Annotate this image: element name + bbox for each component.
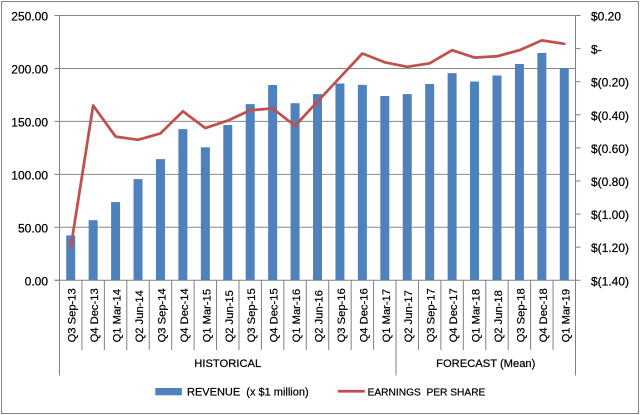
svg-text:Q2 Jun-15: Q2 Jun-15 (224, 290, 236, 342)
svg-text:Q2 Jun-18: Q2 Jun-18 (493, 290, 505, 342)
svg-text:Q4 Dec-13: Q4 Dec-13 (89, 288, 101, 342)
svg-text:100.00: 100.00 (11, 168, 48, 182)
svg-text:50.00: 50.00 (18, 221, 48, 235)
svg-text:$(0.80): $(0.80) (591, 175, 629, 189)
svg-text:$(0.20): $(0.20) (591, 76, 629, 90)
svg-text:Q4 Dec-18: Q4 Dec-18 (538, 288, 550, 342)
svg-text:$-: $- (591, 43, 602, 57)
svg-text:200.00: 200.00 (11, 62, 48, 76)
svg-text:Q3 Sep-16: Q3 Sep-16 (336, 288, 348, 342)
svg-text:Q3 Sep-14: Q3 Sep-14 (156, 288, 168, 342)
svg-text:Q4 Dec-14: Q4 Dec-14 (179, 288, 191, 342)
svg-text:$(1.40): $(1.40) (591, 274, 629, 288)
svg-text:250.00: 250.00 (11, 10, 48, 24)
svg-text:0.00: 0.00 (25, 274, 49, 288)
svg-text:150.00: 150.00 (11, 115, 48, 129)
svg-text:REVENUE (x $1 million): REVENUE (x $1 million) (187, 386, 309, 398)
svg-text:FORECAST (Mean): FORECAST (Mean) (436, 358, 536, 370)
svg-text:Q1 Mar-16: Q1 Mar-16 (291, 289, 303, 342)
svg-text:HISTORICAL: HISTORICAL (194, 358, 261, 370)
svg-text:$(0.60): $(0.60) (591, 142, 629, 156)
svg-text:EARNINGS PER SHARE: EARNINGS PER SHARE (368, 387, 486, 398)
svg-text:Q3 Sep-17: Q3 Sep-17 (426, 288, 438, 342)
svg-text:$(0.40): $(0.40) (591, 109, 629, 123)
svg-text:Q3 Sep-18: Q3 Sep-18 (515, 288, 527, 342)
svg-text:Q3 Sep-13: Q3 Sep-13 (67, 288, 79, 342)
svg-text:Q1 Mar-17: Q1 Mar-17 (381, 289, 393, 342)
svg-text:Q2 Jun-16: Q2 Jun-16 (314, 290, 326, 342)
svg-text:Q1 Mar-18: Q1 Mar-18 (471, 289, 483, 342)
svg-text:Q1 Mar-14: Q1 Mar-14 (112, 289, 124, 342)
svg-text:$(1.00): $(1.00) (591, 208, 629, 222)
svg-text:Q4 Dec-16: Q4 Dec-16 (358, 288, 370, 342)
svg-text:Q2 Jun-14: Q2 Jun-14 (134, 290, 146, 342)
svg-text:Q2 Jun-17: Q2 Jun-17 (403, 290, 415, 342)
svg-text:Q3 Sep-15: Q3 Sep-15 (246, 288, 258, 342)
svg-text:$0.20: $0.20 (591, 10, 621, 24)
svg-text:Q4 Dec-17: Q4 Dec-17 (448, 288, 460, 342)
svg-text:Q1 Mar-19: Q1 Mar-19 (560, 289, 572, 342)
svg-text:$(1.20): $(1.20) (591, 241, 629, 255)
svg-text:Q4 Dec-15: Q4 Dec-15 (269, 288, 281, 342)
svg-text:Q1 Mar-15: Q1 Mar-15 (201, 289, 213, 342)
